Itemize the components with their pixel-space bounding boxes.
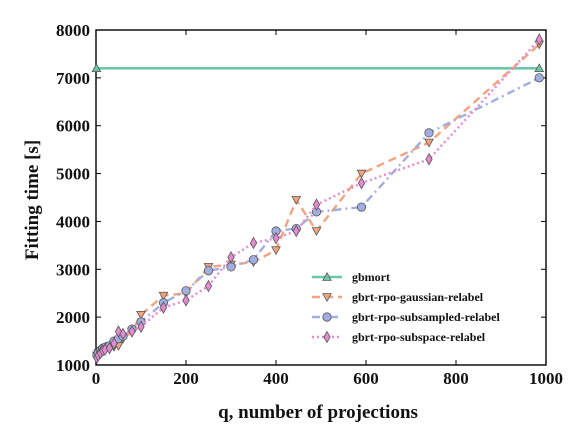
data-point (226, 262, 236, 272)
plot-frame (95, 29, 547, 366)
y-tick-label: 7000 (56, 69, 90, 88)
legend-marker (323, 330, 331, 344)
data-point (425, 152, 433, 166)
legend-entry: gbrt-rpo-gaussian-relabel (312, 290, 484, 304)
x-tick-label: 1000 (529, 369, 563, 388)
data-point (272, 231, 280, 245)
data-point (182, 294, 190, 307)
data-point (227, 251, 235, 264)
y-tick-label: 8000 (56, 21, 90, 40)
data-series (91, 33, 545, 365)
data-point (204, 279, 213, 293)
series-gbrt-rpo-subspace-relabel (93, 33, 543, 365)
data-point (136, 310, 146, 320)
data-point (203, 266, 214, 276)
data-point (271, 246, 281, 256)
legend-marker (322, 293, 332, 303)
data-point (356, 169, 367, 179)
legend-label: gbrt-rpo-subsampled-relabel (352, 310, 500, 324)
y-tick-label: 6000 (56, 117, 90, 136)
x-tick-label: 200 (173, 369, 199, 388)
data-point (424, 128, 434, 138)
y-tick-label: 1000 (56, 356, 90, 375)
data-point (534, 73, 544, 83)
data-point (424, 138, 434, 148)
data-point (249, 236, 258, 250)
data-point (128, 325, 136, 338)
y-tick-label: 4000 (56, 212, 90, 231)
legend-label: gbrt-rpo-subspace-relabel (352, 330, 486, 344)
data-point (91, 63, 102, 73)
legend-label: gbrt-rpo-gaussian-relabel (352, 290, 484, 304)
data-point (159, 301, 168, 314)
legend-label: gbmort (352, 270, 390, 284)
y-tick-label: 5000 (56, 165, 90, 184)
data-point (291, 196, 302, 205)
series-line (95, 76, 540, 357)
data-point (312, 198, 321, 211)
data-point (534, 63, 545, 73)
y-tick-label: 3000 (56, 260, 90, 279)
x-tick-label: 800 (443, 369, 469, 388)
data-point (357, 176, 366, 190)
legend-entry: gbrt-rpo-subspace-relabel (312, 330, 486, 344)
data-point (137, 320, 145, 333)
axes (95, 29, 547, 366)
data-point (248, 255, 259, 265)
tick-labels: 0 200 400 600 800 1000 1000 2000 3000 4000 5000 600… (56, 21, 563, 388)
data-point (119, 327, 127, 341)
legend-entry: gbrt-rpo-subsampled-relabel (312, 310, 500, 324)
data-point (110, 337, 118, 350)
x-tick-label: 600 (353, 369, 379, 388)
y-axis-label: Fitting time [s] (22, 140, 43, 260)
series-gbmort (91, 63, 545, 73)
data-point (292, 224, 300, 238)
legend-entry: gbmort (312, 270, 390, 284)
legend: gbmort gbrt-rpo-gaussian-relabel gbrt-rpo-… (312, 270, 500, 344)
data-point (105, 341, 114, 355)
data-point (356, 202, 367, 212)
data-point (158, 291, 169, 301)
legend-marker (322, 312, 332, 322)
data-point (181, 286, 191, 296)
data-point (535, 33, 543, 46)
x-axis-label: q, number of projections (218, 402, 418, 423)
legend-marker (322, 271, 332, 281)
x-tick-label: 400 (263, 369, 289, 388)
series-line (95, 43, 541, 357)
x-tick-label: 0 (92, 369, 101, 388)
data-point (311, 227, 322, 237)
y-tick-label: 2000 (56, 308, 90, 327)
